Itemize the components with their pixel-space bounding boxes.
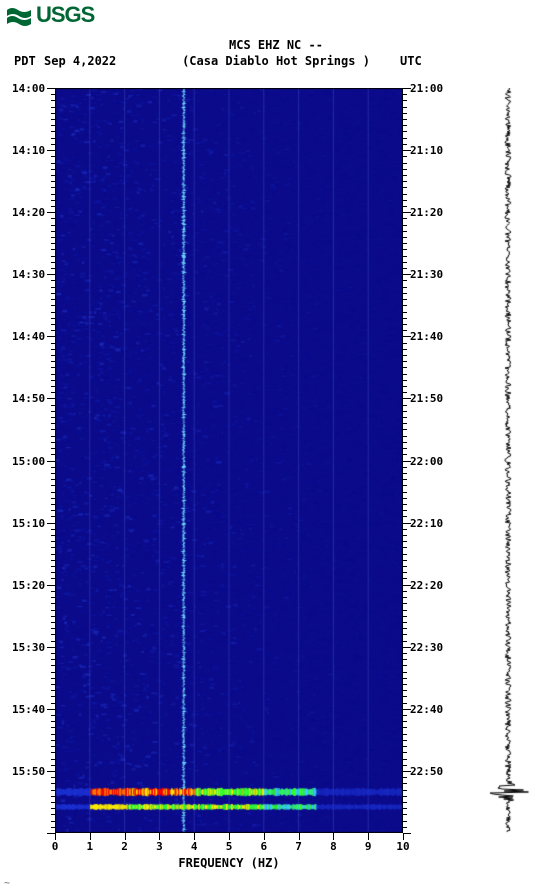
- station-title: MCS EHZ NC --: [0, 38, 552, 52]
- utc-tick: 22:20: [410, 579, 443, 592]
- pdt-tick: 14:50: [12, 392, 45, 405]
- utc-tick: 21:50: [410, 392, 443, 405]
- utc-tick: 21:00: [410, 82, 443, 95]
- pdt-tick: 14:00: [12, 82, 45, 95]
- spectrogram-chart: [55, 88, 403, 833]
- x-tick: 8: [326, 840, 340, 853]
- logo-text: USGS: [36, 2, 94, 28]
- pdt-tick: 15:20: [12, 579, 45, 592]
- pdt-tick: 15:00: [12, 455, 45, 468]
- utc-tick: 21:30: [410, 268, 443, 281]
- x-tick: 9: [361, 840, 375, 853]
- footmark: ~: [4, 878, 10, 889]
- pdt-tick: 14:30: [12, 268, 45, 281]
- x-tick: 3: [152, 840, 166, 853]
- pdt-tick: 14:20: [12, 206, 45, 219]
- utc-tick: 22:30: [410, 641, 443, 654]
- x-tick: 4: [187, 840, 201, 853]
- utc-tick: 21:20: [410, 206, 443, 219]
- pdt-tick: 15:50: [12, 765, 45, 778]
- x-axis-label: FREQUENCY (HZ): [55, 856, 403, 870]
- utc-tick: 22:10: [410, 517, 443, 530]
- x-tick: 10: [396, 840, 410, 853]
- utc-tick: 22:00: [410, 455, 443, 468]
- pdt-tick: 15:10: [12, 517, 45, 530]
- seismogram-strip: [478, 88, 538, 833]
- x-tick: 0: [48, 840, 62, 853]
- pdt-tick: 14:10: [12, 144, 45, 157]
- station-subtitle: (Casa Diablo Hot Springs ): [0, 54, 552, 68]
- utc-tick: 22:50: [410, 765, 443, 778]
- right-tz-label: UTC: [400, 54, 422, 68]
- x-tick: 7: [292, 840, 306, 853]
- x-tick: 5: [222, 840, 236, 853]
- x-tick: 2: [118, 840, 132, 853]
- x-tick: 6: [257, 840, 271, 853]
- pdt-tick: 14:40: [12, 330, 45, 343]
- pdt-tick: 15:40: [12, 703, 45, 716]
- usgs-logo: USGS: [6, 2, 94, 28]
- utc-tick: 21:40: [410, 330, 443, 343]
- utc-tick: 21:10: [410, 144, 443, 157]
- x-tick: 1: [83, 840, 97, 853]
- utc-tick: 22:40: [410, 703, 443, 716]
- wave-icon: [6, 4, 32, 26]
- pdt-tick: 15:30: [12, 641, 45, 654]
